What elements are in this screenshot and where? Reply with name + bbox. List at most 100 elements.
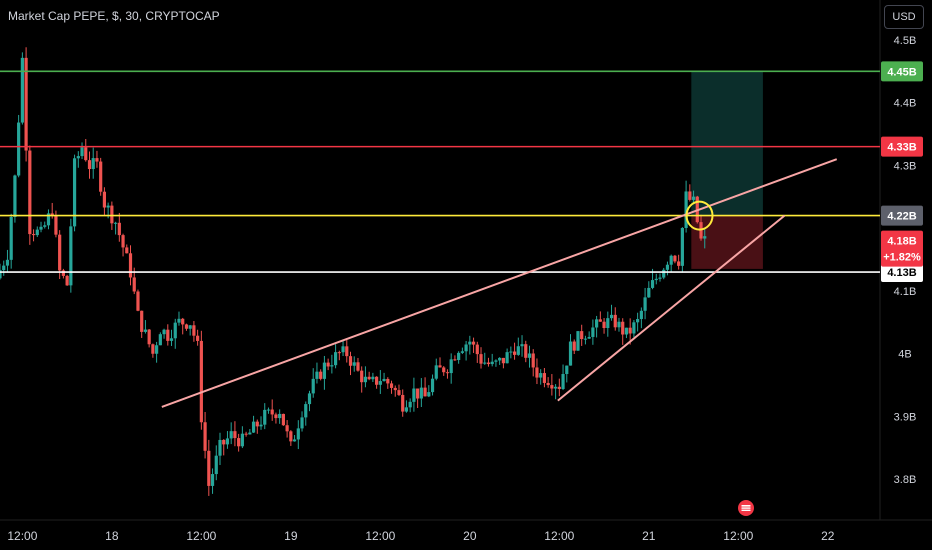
candle-body bbox=[76, 156, 80, 159]
candle-body bbox=[270, 409, 274, 415]
candle-body bbox=[419, 387, 423, 399]
candle-body bbox=[356, 362, 360, 371]
candle-body bbox=[512, 351, 517, 355]
candle-body bbox=[490, 361, 494, 365]
candle-body bbox=[587, 336, 591, 339]
candle-body bbox=[333, 352, 338, 366]
candle-body bbox=[278, 413, 282, 419]
candle-body bbox=[128, 253, 133, 278]
candle-body bbox=[99, 161, 103, 192]
candle-body bbox=[647, 287, 651, 298]
candle-body bbox=[524, 344, 528, 358]
candle-body bbox=[229, 431, 233, 439]
level-label-yellow-bg bbox=[881, 205, 923, 226]
candle-body bbox=[576, 331, 580, 351]
candle-body bbox=[427, 392, 431, 397]
candle-body bbox=[199, 340, 203, 423]
candle-body bbox=[300, 417, 304, 429]
candle-body bbox=[468, 341, 472, 345]
candle-body bbox=[169, 338, 174, 341]
wedge-line-1 bbox=[557, 214, 786, 402]
x-tick-label: 18 bbox=[105, 529, 119, 543]
candle-body bbox=[13, 175, 17, 217]
candle-body bbox=[397, 390, 401, 395]
candle-body bbox=[102, 191, 107, 208]
candle-body bbox=[677, 261, 681, 266]
candle-body bbox=[307, 393, 312, 405]
candle-body bbox=[423, 387, 427, 397]
candle-body bbox=[28, 150, 32, 235]
candle-body bbox=[292, 439, 297, 442]
x-tick-label: 20 bbox=[463, 529, 477, 543]
candle-body bbox=[151, 344, 155, 354]
candle-body bbox=[143, 329, 148, 332]
candle-body bbox=[550, 385, 554, 389]
candle-body bbox=[263, 409, 267, 425]
candle-body bbox=[688, 191, 692, 200]
y-tick-label: 4.3B bbox=[894, 160, 917, 172]
candle-body bbox=[386, 378, 390, 384]
candle-body bbox=[181, 318, 185, 325]
y-tick-label: 4.4B bbox=[894, 98, 917, 110]
level-label-green-bg bbox=[881, 61, 923, 82]
candle-body bbox=[319, 371, 323, 379]
candle-body bbox=[95, 158, 99, 162]
candle-body bbox=[296, 428, 300, 440]
candle-body bbox=[274, 414, 278, 419]
candle-body bbox=[363, 376, 368, 383]
candle-body bbox=[449, 359, 453, 374]
candle-body bbox=[266, 409, 271, 411]
candle-body bbox=[281, 413, 285, 426]
candle-body bbox=[0, 270, 2, 279]
candle-body bbox=[527, 353, 532, 358]
candle-body bbox=[580, 331, 584, 340]
candle-body bbox=[65, 275, 69, 286]
candle-body bbox=[703, 236, 707, 239]
candle-body bbox=[531, 353, 535, 368]
candle-body bbox=[147, 329, 151, 345]
candle-body bbox=[50, 213, 54, 216]
candle-body bbox=[557, 386, 561, 390]
candle-body bbox=[91, 158, 95, 170]
x-tick-label: 12:00 bbox=[365, 529, 395, 543]
candle-body bbox=[535, 367, 539, 378]
candle-body bbox=[416, 388, 420, 399]
candle-body bbox=[375, 376, 379, 385]
candle-body bbox=[54, 215, 58, 235]
candle-body bbox=[9, 216, 13, 260]
candle-body bbox=[565, 365, 569, 375]
candle-body bbox=[136, 291, 140, 311]
candle-body bbox=[464, 344, 468, 352]
candle-body bbox=[184, 324, 189, 329]
candle-body bbox=[20, 57, 24, 123]
candle-body bbox=[113, 222, 118, 224]
current-price-change: +1.82% bbox=[883, 252, 921, 264]
candle-body bbox=[460, 351, 464, 353]
candle-body bbox=[471, 341, 476, 345]
position-profit-zone bbox=[691, 71, 763, 216]
x-tick-label: 19 bbox=[284, 529, 298, 543]
x-tick-label: 12:00 bbox=[186, 529, 216, 543]
currency-button[interactable]: USD bbox=[884, 5, 924, 29]
candle-body bbox=[438, 365, 442, 368]
candle-body bbox=[445, 372, 450, 374]
candle-body bbox=[367, 376, 371, 380]
current-price-bg bbox=[881, 230, 923, 267]
candle-body bbox=[624, 327, 629, 335]
candle-body bbox=[177, 318, 181, 323]
candle-body bbox=[117, 222, 121, 236]
candle-body bbox=[598, 319, 602, 322]
candle-body bbox=[315, 371, 319, 379]
candle-body bbox=[371, 376, 375, 380]
candle-body bbox=[255, 421, 259, 427]
candle-body bbox=[222, 439, 226, 445]
candle-body bbox=[240, 433, 244, 447]
candle-body bbox=[430, 378, 435, 393]
x-tick-label: 22 bbox=[821, 529, 835, 543]
candle-body bbox=[442, 367, 446, 373]
candle-body bbox=[87, 160, 92, 170]
candle-body bbox=[46, 213, 51, 226]
wedge-line-0 bbox=[161, 158, 838, 408]
candle-body bbox=[561, 374, 565, 390]
